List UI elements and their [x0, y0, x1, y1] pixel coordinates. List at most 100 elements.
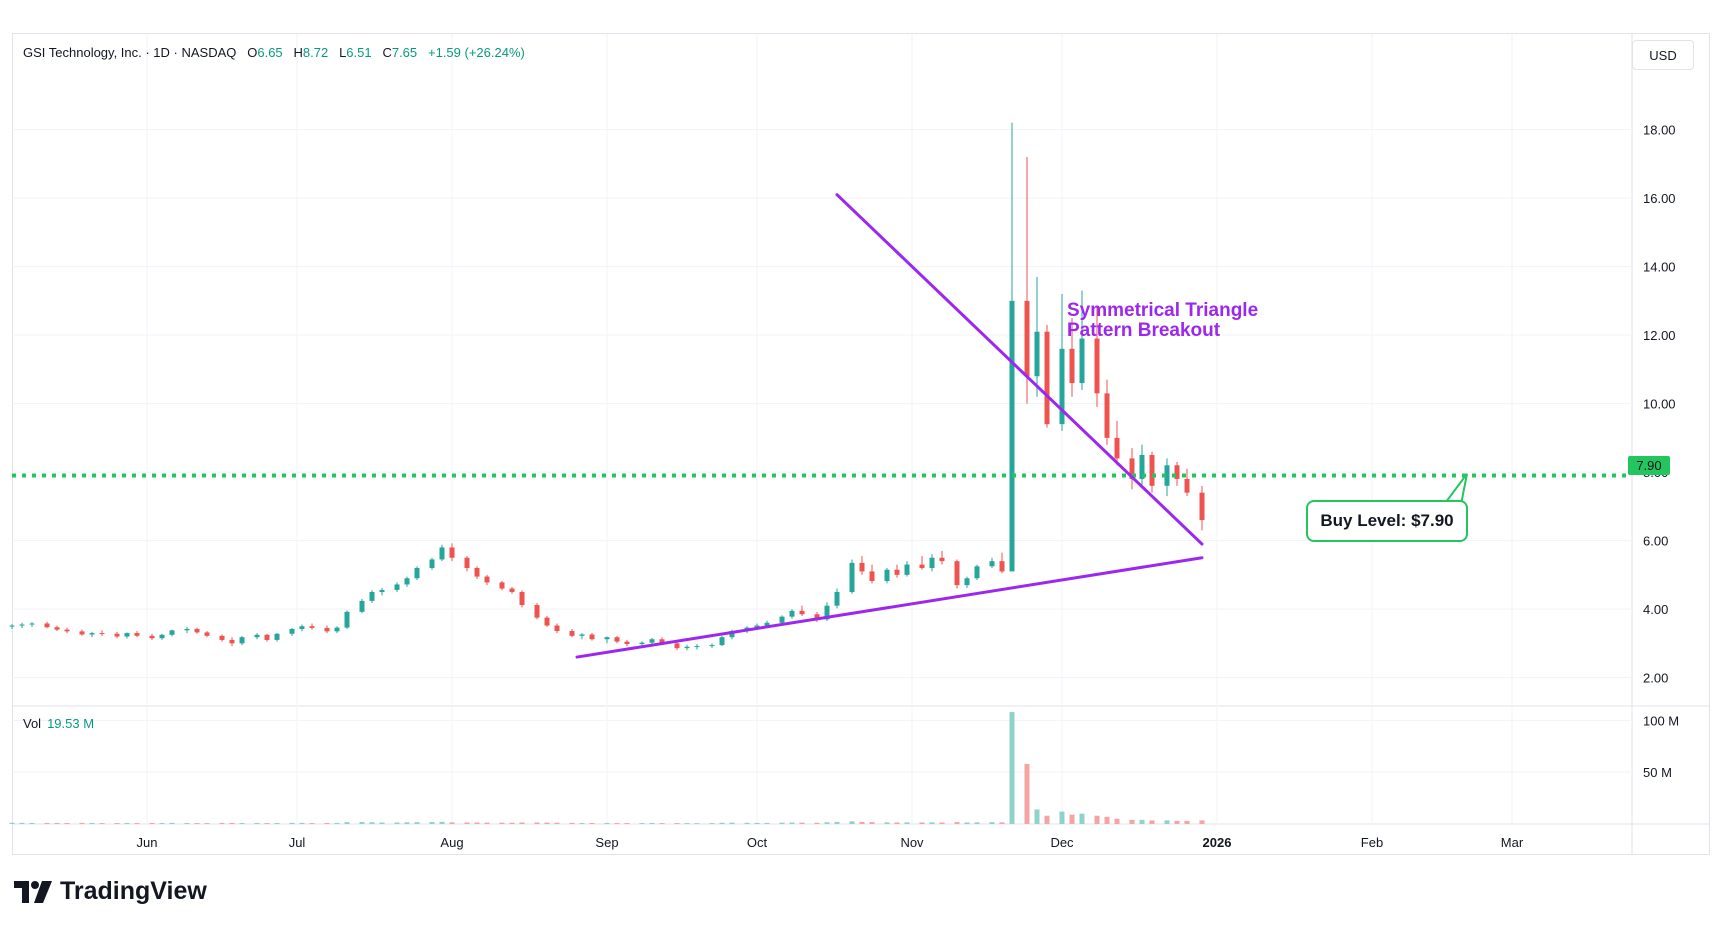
candle-body [674, 643, 680, 649]
volume-bar [114, 822, 120, 824]
volume-bar [544, 822, 550, 824]
volume-bar [334, 822, 340, 824]
price-tick-label: 10.00 [1643, 397, 1676, 412]
volume-bar [534, 822, 540, 824]
volume-bar [1139, 819, 1145, 824]
candle-body [439, 547, 445, 560]
candle-body [694, 646, 700, 648]
candle-body [729, 631, 735, 638]
time-tick-label: Jul [289, 835, 306, 850]
candle-body [814, 614, 820, 620]
volume-bar [824, 822, 830, 824]
candle-body [159, 634, 165, 639]
candle-body [834, 591, 840, 606]
volume-bar [359, 822, 365, 824]
volume-bar [719, 822, 725, 824]
candle-body [684, 646, 690, 649]
candle-body [274, 633, 280, 640]
candle-body [789, 610, 795, 617]
open-label: O [247, 45, 258, 60]
candle-body [379, 589, 385, 592]
candle-body [1079, 338, 1085, 384]
candle-body [929, 557, 935, 569]
volume-bar [474, 822, 480, 824]
symbol-legend: GSI Technology, Inc. · 1D · NASDAQ O6.65… [23, 45, 525, 60]
volume-bar [414, 822, 420, 824]
volume-bar [649, 822, 655, 824]
tradingview-logo[interactable]: TradingView [14, 877, 207, 906]
price-axis: 2.004.006.008.0010.0012.0014.0016.0018.0… [1643, 123, 1676, 686]
volume-bar [814, 822, 820, 824]
pattern-annotation: Symmetrical Triangle Pattern Breakout [1067, 301, 1327, 341]
volume-bar [1034, 809, 1040, 824]
candle-body [184, 628, 190, 631]
candle-body [449, 547, 455, 558]
candle-body [709, 645, 715, 647]
volume-bar [159, 822, 165, 824]
chart-frame[interactable] [12, 33, 1710, 855]
candle-body [1094, 338, 1100, 394]
volume-bar [709, 823, 715, 824]
candle-body [544, 617, 550, 626]
candle-body [1024, 300, 1030, 377]
candle-body [324, 627, 330, 632]
time-tick-label: Nov [900, 835, 924, 850]
volume-bar [1184, 820, 1190, 824]
candle-body [869, 571, 875, 582]
pattern-line-1: Symmetrical Triangle [1067, 300, 1259, 321]
candle-body [974, 566, 980, 579]
candle-body [344, 611, 350, 628]
volume-bar [369, 822, 375, 824]
candle-body [64, 629, 70, 632]
buy-level-callout: Buy Level: $7.90 [1306, 500, 1468, 542]
price-tick-label: 16.00 [1643, 191, 1676, 206]
volume-bar [464, 822, 470, 824]
volume-bar [659, 823, 665, 824]
currency-button[interactable]: USD [1632, 40, 1694, 70]
volume-bar [639, 823, 645, 824]
candle-body [859, 562, 865, 572]
candle-body [1034, 331, 1040, 377]
volume-bar [29, 822, 35, 824]
candle-body [334, 627, 340, 632]
candle-body [499, 582, 505, 589]
volume-bar [569, 822, 575, 824]
high-label: H [293, 45, 303, 60]
volume-axis: 50 M 100 M [1643, 713, 1679, 780]
candle-body [219, 635, 225, 640]
candle-body [484, 576, 490, 583]
symbol-title: GSI Technology, Inc. · 1D · NASDAQ [23, 45, 237, 60]
volume-bar [694, 823, 700, 824]
trendline-lower [575, 556, 1204, 659]
volume-bar [1114, 818, 1120, 824]
candle-body [884, 569, 890, 582]
volume-bars [9, 712, 1205, 824]
volume-bar [1059, 811, 1065, 824]
change-value: +1.59 (+26.24%) [428, 45, 525, 60]
candle-body [309, 626, 315, 628]
candle-body [254, 634, 260, 638]
volume-bar [1164, 820, 1170, 824]
volume-bar [884, 822, 890, 824]
candle-body [589, 634, 595, 640]
candle-body [1009, 300, 1015, 572]
candle-body [229, 639, 235, 644]
candles [9, 122, 1205, 651]
volume-bar [1044, 815, 1050, 824]
volume-bar [1079, 813, 1085, 824]
candle-body [764, 622, 770, 626]
candle-body [149, 635, 155, 639]
candle-body [79, 631, 85, 635]
brand-name: TradingView [60, 877, 207, 905]
volume-bar [989, 822, 995, 824]
candle-body [989, 561, 995, 567]
volume-bar [204, 823, 210, 824]
candle-body [534, 604, 540, 618]
candle-body [359, 600, 365, 612]
candle-body [169, 630, 175, 635]
time-tick-label: Dec [1050, 835, 1074, 850]
volume-bar [789, 822, 795, 824]
volume-bar [579, 822, 585, 824]
volume-bar [589, 822, 595, 824]
